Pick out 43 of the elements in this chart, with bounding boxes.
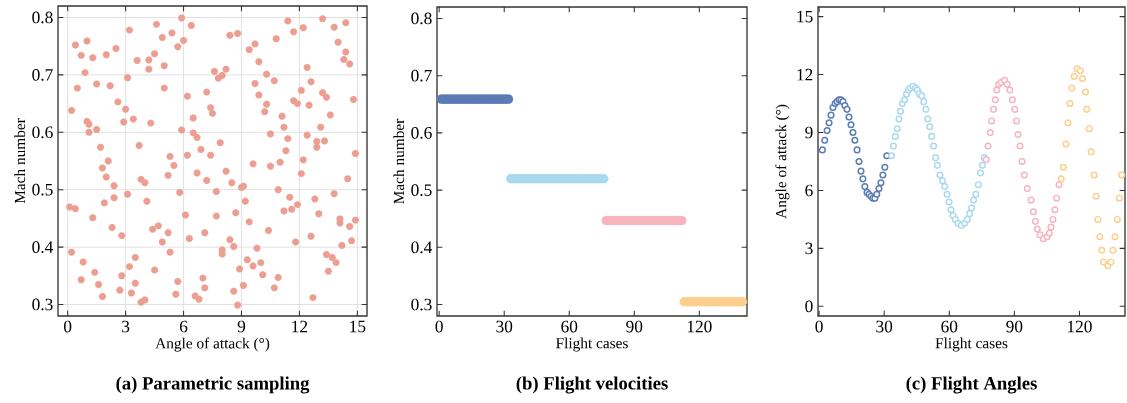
x-axis-title: Flight cases bbox=[935, 337, 1008, 352]
x-tick-label: 12 bbox=[292, 320, 308, 333]
y-tick-label: 0.6 bbox=[411, 127, 432, 139]
y-tick-label: 0.7 bbox=[411, 69, 432, 82]
y-tick-label: 6 bbox=[805, 184, 813, 197]
x-axis-title: Flight cases bbox=[556, 337, 628, 352]
y-tick-label: 0.3 bbox=[411, 298, 432, 311]
y-tick-label: 12 bbox=[797, 68, 813, 81]
y-tick-label: 15 bbox=[797, 10, 813, 23]
y-axis-title: Mach number bbox=[14, 118, 26, 204]
x-tick-label: 30 bbox=[496, 320, 513, 333]
x-tick-label: 90 bbox=[1006, 320, 1023, 333]
x-tick-label: 0 bbox=[815, 320, 823, 333]
y-tick-label: 0.5 bbox=[411, 184, 432, 196]
x-tick-label: 6 bbox=[179, 320, 188, 333]
x-tick-label: 60 bbox=[561, 320, 578, 333]
y-tick-label: 0.8 bbox=[32, 11, 53, 24]
x-tick-label: 15 bbox=[350, 320, 366, 333]
y-tick-label: 0 bbox=[805, 300, 813, 313]
x-tick-label: 9 bbox=[237, 320, 246, 333]
text: (b) Flight velocities bbox=[516, 376, 668, 394]
y-tick-label: 0.8 bbox=[411, 12, 432, 25]
y-tick-label: 3 bbox=[805, 242, 813, 255]
x-tick-label: 60 bbox=[941, 320, 958, 333]
y-tick-label: 0.4 bbox=[32, 241, 54, 253]
y-axis-title: Mach number bbox=[393, 118, 405, 204]
text: (a) Parametric sampling bbox=[116, 376, 310, 394]
x-tick-label: 120 bbox=[1067, 320, 1092, 333]
text: (c) Flight Angles bbox=[906, 376, 1037, 394]
x-tick-label: 90 bbox=[626, 320, 643, 333]
y-tick-label: 0.4 bbox=[411, 241, 433, 254]
x-tick-label: 30 bbox=[876, 320, 893, 333]
x-tick-label: 0 bbox=[64, 320, 72, 333]
y-tick-label: 9 bbox=[805, 126, 813, 139]
x-tick-label: 120 bbox=[687, 320, 712, 333]
x-tick-label: 3 bbox=[122, 320, 130, 333]
y-tick-label: 0.3 bbox=[32, 298, 53, 311]
y-tick-label: 0.6 bbox=[32, 126, 53, 139]
y-axis-title: Angle of attack (°) bbox=[775, 104, 790, 219]
x-axis-title: Angle of attack (°) bbox=[155, 337, 270, 352]
x-tick-label: 0 bbox=[435, 320, 443, 333]
y-tick-label: 0.7 bbox=[32, 69, 53, 81]
y-tick-label: 0.5 bbox=[32, 183, 53, 196]
